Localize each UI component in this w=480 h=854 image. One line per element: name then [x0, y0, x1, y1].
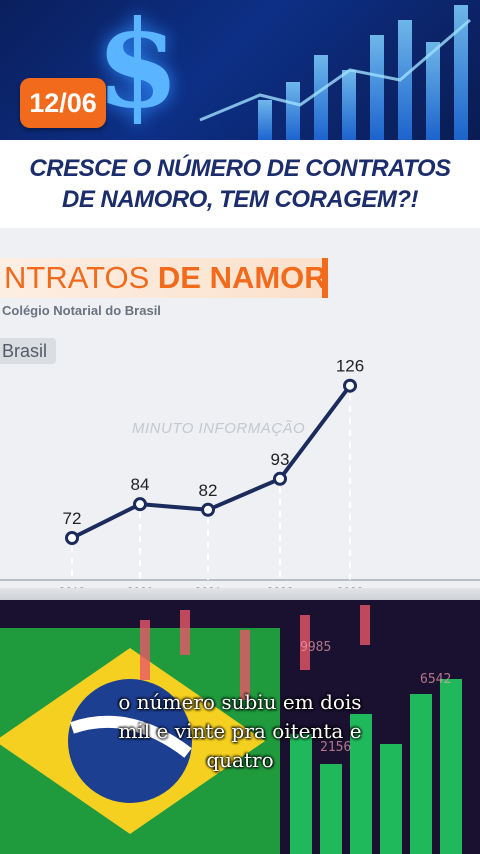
subtitle-caption: o número subiu em dois mil e vinte pra o… [40, 688, 440, 775]
data-point [133, 497, 147, 512]
data-label: 93 [271, 450, 290, 469]
data-label: 84 [131, 475, 150, 494]
headline-line-2: DE NAMORO, TEM CORAGEM?! [62, 186, 418, 213]
data-label: 126 [336, 357, 364, 376]
panel-divider [0, 588, 480, 600]
chart-source: Colégio Notarial do Brasil [2, 303, 161, 318]
data-label: 72 [63, 509, 82, 528]
data-point [65, 531, 79, 545]
data-label: 82 [199, 481, 218, 500]
caption-line-1: o número subiu em dois [118, 690, 362, 714]
chart-title-light: NTRATOS [4, 260, 150, 295]
line-chart: 7220198420208220219320221262023 [0, 357, 480, 599]
dollar-sign-icon: $ [96, 0, 180, 135]
date-badge: 12/06 [20, 78, 106, 128]
chart-region-label: Brasil [0, 338, 56, 364]
bottom-banner: 9985 6542 2156 [0, 600, 480, 854]
headline: CRESCE O NÚMERO DE CONTRATOS DE NAMORO, … [0, 140, 480, 228]
caption-line-2: mil e vinte pra oitenta e [118, 719, 362, 743]
data-point [273, 471, 287, 486]
watermark: MINUTO INFORMAÇÃO [132, 420, 306, 437]
headline-line-1: CRESCE O NÚMERO DE CONTRATOS [29, 155, 451, 182]
chart-title: NTRATOS DE NAMORO [0, 258, 328, 298]
data-point [343, 378, 357, 393]
chart-title-bold: DE NAMORO [157, 260, 327, 295]
trend-arrow-icon [199, 18, 471, 122]
finance-banner: $ 12/06 [0, 0, 480, 140]
data-point [201, 502, 215, 517]
caption-line-3: quatro [206, 748, 274, 772]
chart-panel: NTRATOS DE NAMORO Colégio Notarial do Br… [0, 228, 480, 600]
